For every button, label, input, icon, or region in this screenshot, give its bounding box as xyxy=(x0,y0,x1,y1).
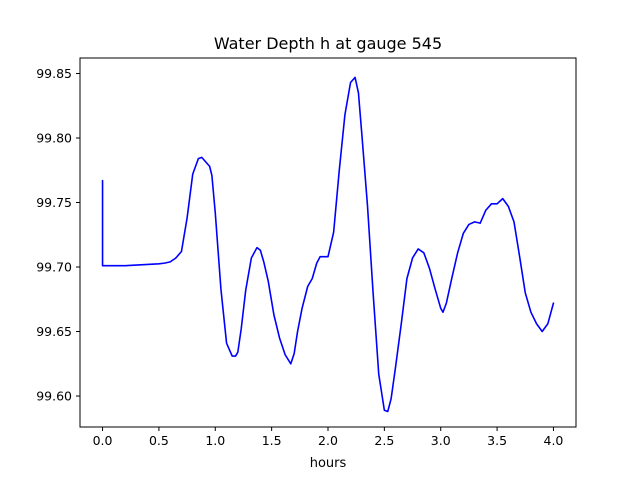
y-tick-label: 99.65 xyxy=(36,324,72,339)
x-tick-label: 3.5 xyxy=(487,433,507,448)
x-axis-label: hours xyxy=(310,456,347,471)
x-tick-label: 1.0 xyxy=(205,433,225,448)
x-tick-label: 3.0 xyxy=(431,433,451,448)
series-line-1 xyxy=(101,76,555,413)
y-tick-label: 99.70 xyxy=(36,260,72,275)
x-tick-label: 2.5 xyxy=(374,433,394,448)
x-tick-label: 4.0 xyxy=(544,433,564,448)
x-axis-ticks: 0.0 0.5 1.0 1.5 2.0 2.5 3.0 3.5 4.0 xyxy=(93,427,564,448)
y-tick-label: 99.75 xyxy=(36,195,72,210)
x-tick-label: 2.0 xyxy=(318,433,338,448)
y-tick-label: 99.85 xyxy=(36,66,72,81)
y-axis-ticks: 99.60 99.65 99.70 99.75 99.80 99.85 xyxy=(36,66,80,404)
x-tick-label: 1.5 xyxy=(262,433,282,448)
y-tick-label: 99.60 xyxy=(36,389,72,404)
x-tick-label: 0.0 xyxy=(93,433,113,448)
y-tick-label: 99.80 xyxy=(36,130,72,145)
x-tick-label: 0.5 xyxy=(149,433,169,448)
chart-title: Water Depth h at gauge 545 xyxy=(214,34,442,53)
